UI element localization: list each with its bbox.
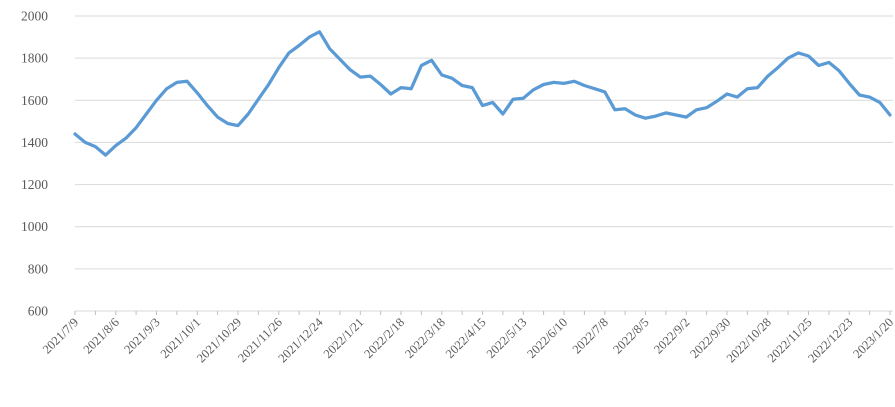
- y-axis-tick-label: 1200: [21, 177, 48, 192]
- x-axis-tick-label: 2021/7/9: [40, 315, 81, 356]
- x-axis-tick-label: 2022/5/13: [484, 315, 530, 361]
- y-axis-tick-label: 2000: [21, 9, 48, 24]
- x-axis-tick-label: 2022/6/10: [524, 315, 570, 361]
- x-axis-tick-label: 2022/3/18: [402, 315, 448, 361]
- x-axis-tick-label: 2022/1/21: [321, 315, 367, 361]
- y-axis-tick-label: 1800: [21, 51, 48, 66]
- x-axis-tick-label: 2021/9/3: [121, 315, 162, 356]
- y-axis-tick-label: 600: [28, 304, 49, 319]
- y-axis-tick-label: 800: [28, 261, 49, 276]
- x-axis-tick-label: 2022/9/2: [651, 315, 692, 356]
- x-axis-tick-label: 2022/7/8: [570, 315, 611, 356]
- x-axis-tick-label: 2022/12/23: [805, 315, 855, 365]
- x-axis-tick-label: 2022/8/5: [610, 315, 651, 356]
- x-axis-tick-label: 2021/12/24: [275, 315, 326, 366]
- x-axis-tick-label: 2022/4/15: [443, 315, 489, 361]
- x-axis-tick-label: 2021/8/6: [81, 315, 122, 356]
- x-axis-tick-label: 2022/2/18: [361, 315, 407, 361]
- data-line: [73, 30, 892, 157]
- x-axis-tick-label: 2023/1/20: [850, 315, 895, 361]
- y-axis-tick-label: 1000: [21, 219, 48, 234]
- y-axis-tick-label: 1400: [21, 135, 48, 150]
- y-axis-tick-label: 1600: [21, 93, 48, 108]
